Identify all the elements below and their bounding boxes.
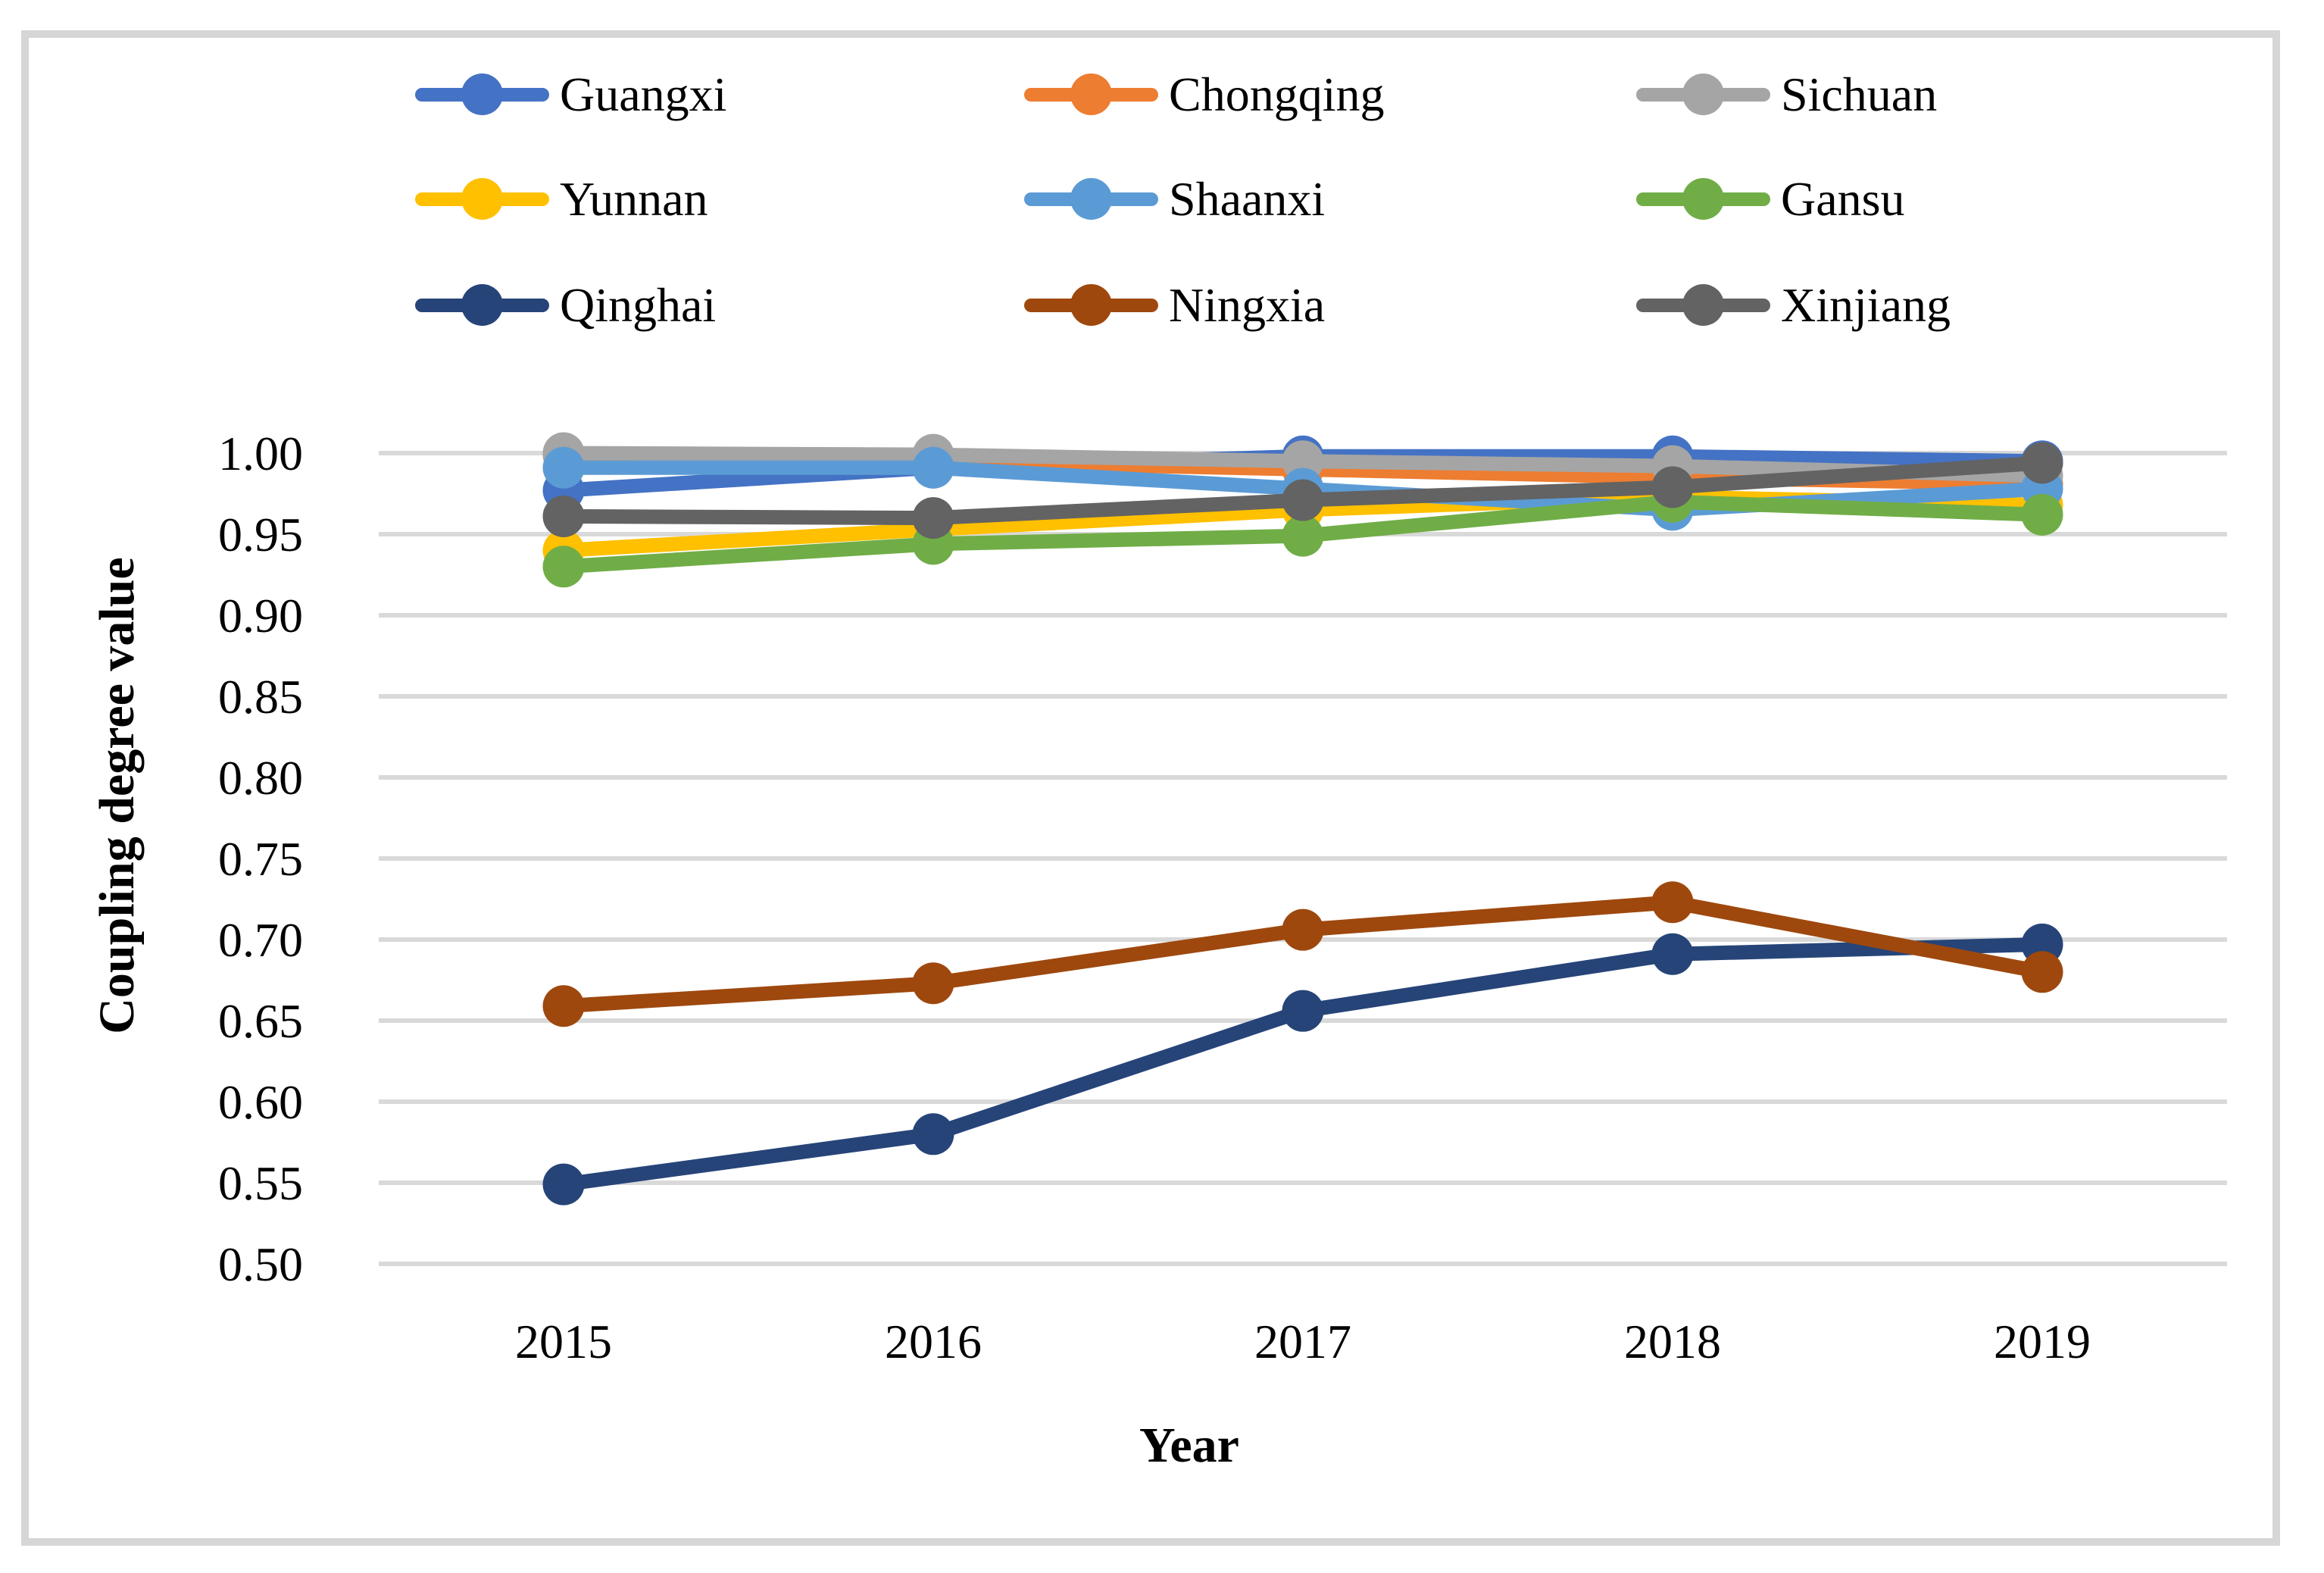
y-tick-label-0.50: 0.50 xyxy=(218,1237,303,1291)
legend-label: Ningxia xyxy=(1169,278,1326,332)
marker-qinghai-2018 xyxy=(1651,933,1694,975)
marker-xinjiang-2015 xyxy=(542,495,585,537)
legend-swatch-icon xyxy=(1636,284,1770,327)
marker-ningxia-2017 xyxy=(1282,908,1324,951)
legend-label: Sichuan xyxy=(1781,67,1938,121)
y-tick-label-0.90: 0.90 xyxy=(218,589,303,643)
legend-swatch-icon xyxy=(1024,73,1158,116)
marker-gansu-2015 xyxy=(542,546,585,588)
y-axis-title: Coupling degree value xyxy=(89,557,145,1034)
legend-swatch-icon xyxy=(415,178,549,220)
legend-dot-icon xyxy=(461,73,503,115)
x-tick-label-2018: 2018 xyxy=(1624,1315,1721,1368)
marker-xinjiang-2019 xyxy=(2021,442,2063,484)
y-tick-label-1.00: 1.00 xyxy=(218,427,303,480)
legend-swatch-icon xyxy=(415,284,549,327)
marker-shaanxi-2015 xyxy=(542,446,585,489)
x-tick-label-2015: 2015 xyxy=(515,1315,612,1368)
series-line-qinghai xyxy=(556,937,2050,1192)
legend-item-chongqing: Chongqing xyxy=(1024,67,1384,121)
legend-dot-icon xyxy=(1070,178,1112,220)
x-tick-label-2017: 2017 xyxy=(1254,1315,1351,1368)
x-axis-title: Year xyxy=(1139,1418,1239,1473)
legend-label: Guangxi xyxy=(560,67,727,121)
y-tick-label-0.55: 0.55 xyxy=(218,1156,303,1210)
legend-item-gansu: Gansu xyxy=(1636,172,1905,226)
marker-ningxia-2018 xyxy=(1651,881,1694,924)
legend-label: Chongqing xyxy=(1169,67,1385,121)
marker-ningxia-2015 xyxy=(542,985,585,1027)
legend-dot-icon xyxy=(1682,178,1724,220)
legend-swatch-icon xyxy=(1636,178,1770,220)
legend-swatch-icon xyxy=(1024,178,1158,220)
marker-shaanxi-2016 xyxy=(912,446,954,489)
legend-item-guangxi: Guangxi xyxy=(415,67,726,121)
legend-swatch-icon xyxy=(415,73,549,116)
legend-item-xinjiang: Xinjiang xyxy=(1636,278,1951,332)
marker-qinghai-2017 xyxy=(1282,990,1324,1032)
legend-dot-icon xyxy=(1070,73,1112,115)
legend-item-qinghai: Qinghai xyxy=(415,278,716,332)
legend-item-sichuan: Sichuan xyxy=(1636,67,1937,121)
marker-qinghai-2015 xyxy=(542,1163,585,1206)
legend-dot-icon xyxy=(1682,73,1724,115)
marker-xinjiang-2017 xyxy=(1282,479,1324,521)
y-tick-label-0.65: 0.65 xyxy=(218,994,303,1048)
legend-label: Gansu xyxy=(1781,172,1905,226)
legend-swatch-icon xyxy=(1024,284,1158,327)
legend-item-yunnan: Yunnan xyxy=(415,172,708,226)
legend-label: Yunnan xyxy=(560,172,708,226)
y-tick-label-0.70: 0.70 xyxy=(218,913,303,967)
legend-item-ningxia: Ningxia xyxy=(1024,278,1325,332)
marker-qinghai-2016 xyxy=(912,1113,954,1156)
legend-swatch-icon xyxy=(1636,73,1770,116)
y-tick-label-0.60: 0.60 xyxy=(218,1075,303,1129)
marker-xinjiang-2016 xyxy=(912,497,954,539)
marker-gansu-2019 xyxy=(2021,493,2063,536)
legend-label: Qinghai xyxy=(560,278,717,332)
x-tick-label-2016: 2016 xyxy=(885,1315,982,1368)
marker-ningxia-2019 xyxy=(2021,951,2063,993)
y-tick-label-0.80: 0.80 xyxy=(218,751,303,805)
marker-xinjiang-2018 xyxy=(1651,466,1694,508)
legend-dot-icon xyxy=(461,178,503,220)
x-tick-label-2019: 2019 xyxy=(1994,1315,2091,1368)
legend-dot-icon xyxy=(1682,284,1724,326)
marker-ningxia-2016 xyxy=(912,962,954,1005)
y-tick-label-0.95: 0.95 xyxy=(218,508,303,561)
legend-item-shaanxi: Shaanxi xyxy=(1024,172,1325,226)
chart-legend: Guangxi Chongqing Sichuan Yunnan Shaanxi Gans… xyxy=(0,0,2324,379)
y-tick-label-0.85: 0.85 xyxy=(218,670,303,724)
marker-gansu-2017 xyxy=(1282,514,1324,557)
legend-label: Xinjiang xyxy=(1781,278,1951,332)
legend-dot-icon xyxy=(1070,284,1112,326)
legend-dot-icon xyxy=(461,284,503,326)
legend-label: Shaanxi xyxy=(1169,172,1326,226)
y-tick-label-0.75: 0.75 xyxy=(218,832,303,886)
